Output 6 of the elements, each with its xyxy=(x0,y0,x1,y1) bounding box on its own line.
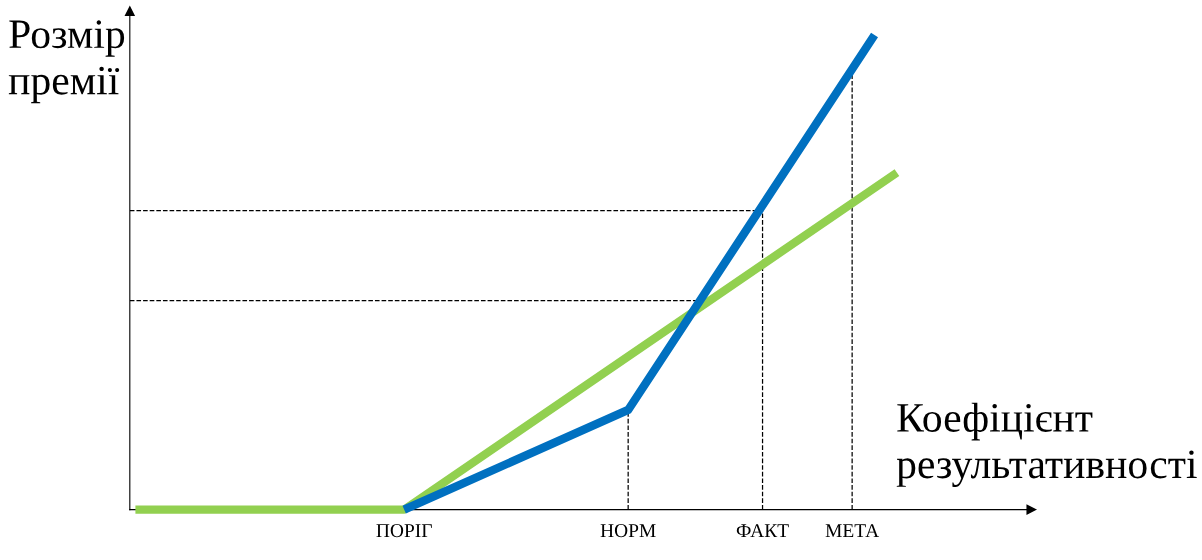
x-tick-label: МЕТА xyxy=(825,524,880,537)
x-tick-label: НОРМ xyxy=(600,524,656,538)
x-tick-label: ФАКТ xyxy=(736,524,789,537)
x-axis-title: Коефіцієнт результативності xyxy=(896,402,1197,487)
x-tick-label: ПОРІГ xyxy=(376,524,432,538)
y-axis-title: Розмір премії xyxy=(8,20,125,104)
